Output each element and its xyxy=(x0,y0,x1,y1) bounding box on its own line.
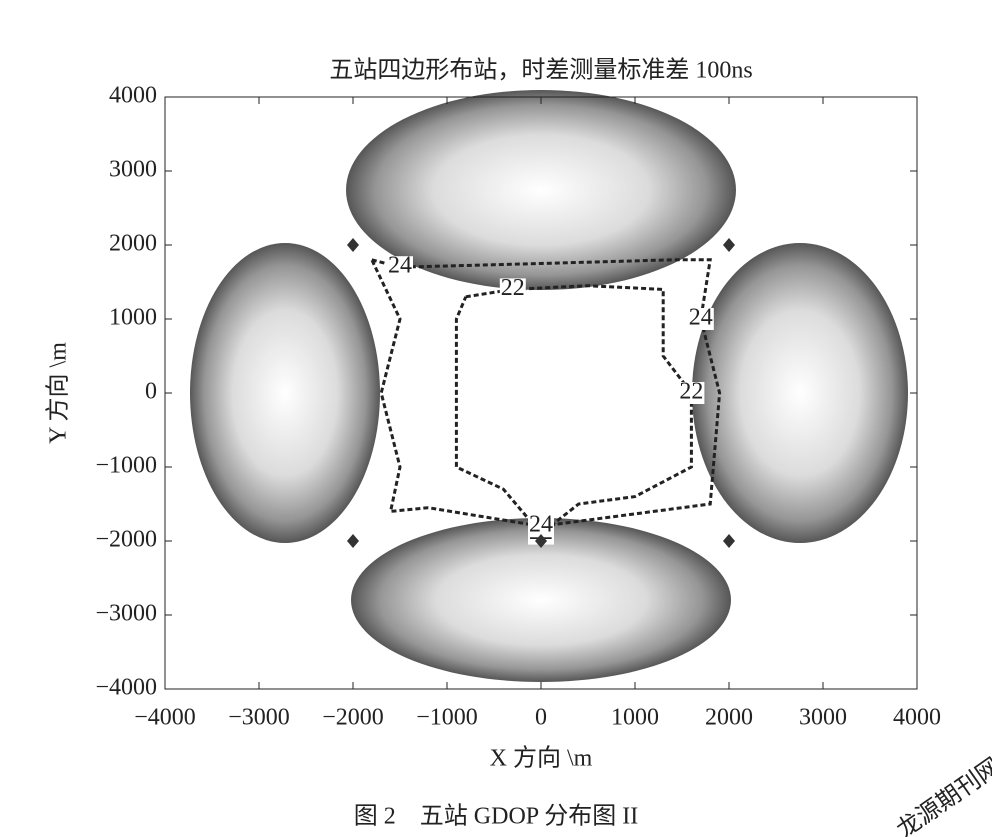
y-tick-label: −4000 xyxy=(95,675,157,701)
station xyxy=(723,238,735,252)
lobe xyxy=(346,90,736,290)
x-axis-label: X 方向 \m xyxy=(490,745,593,772)
contour-label: 24 xyxy=(388,253,412,279)
station xyxy=(347,534,359,548)
contour-label-bg xyxy=(678,382,705,404)
contour-label-bg xyxy=(528,515,554,538)
contour-line xyxy=(370,258,722,528)
x-tick-label: −4000 xyxy=(134,705,196,731)
x-tick-label: −1000 xyxy=(416,705,478,731)
y-tick-label: −3000 xyxy=(95,601,157,627)
y-tick-label: −2000 xyxy=(95,527,157,553)
x-tick-label: 3000 xyxy=(799,705,847,731)
station xyxy=(723,534,735,548)
x-tick-label: −2000 xyxy=(322,705,384,731)
x-tick-label: 2000 xyxy=(705,705,753,731)
x-tick-label: 4000 xyxy=(893,705,941,731)
contour-label: 22 xyxy=(679,379,703,405)
contour-label: 24 xyxy=(689,305,713,331)
contour-label-bg xyxy=(499,278,526,301)
contour-label: 22 xyxy=(501,275,525,301)
lobe xyxy=(190,243,380,543)
lobe xyxy=(351,518,731,682)
contour-label-bg xyxy=(687,308,714,330)
y-tick-label: 1000 xyxy=(109,305,157,331)
lobe xyxy=(692,243,908,543)
y-tick-label: 3000 xyxy=(109,157,157,183)
contour-line xyxy=(454,284,693,536)
station xyxy=(535,534,547,548)
x-tick-label: 0 xyxy=(535,705,547,731)
y-tick-label: −1000 xyxy=(95,453,157,479)
y-tick-label: 4000 xyxy=(109,83,157,109)
caption: 图 2 五站 GDOP 分布图 II xyxy=(354,803,638,830)
watermark: 龙源期刊网 xyxy=(892,753,992,837)
x-tick-label: −3000 xyxy=(228,705,290,731)
x-tick-label: 1000 xyxy=(611,705,659,731)
y-axis-label: Y 方向 \m xyxy=(45,342,72,444)
gdop-shading xyxy=(190,90,908,682)
y-tick-label: 2000 xyxy=(109,231,157,257)
chart-title: 五站四边形布站，时差测量标准差 100ns xyxy=(329,57,752,84)
station xyxy=(347,238,359,252)
y-tick-label: 0 xyxy=(145,379,157,405)
contour-label-bg xyxy=(387,256,413,279)
contour-label: 24 xyxy=(529,512,553,538)
